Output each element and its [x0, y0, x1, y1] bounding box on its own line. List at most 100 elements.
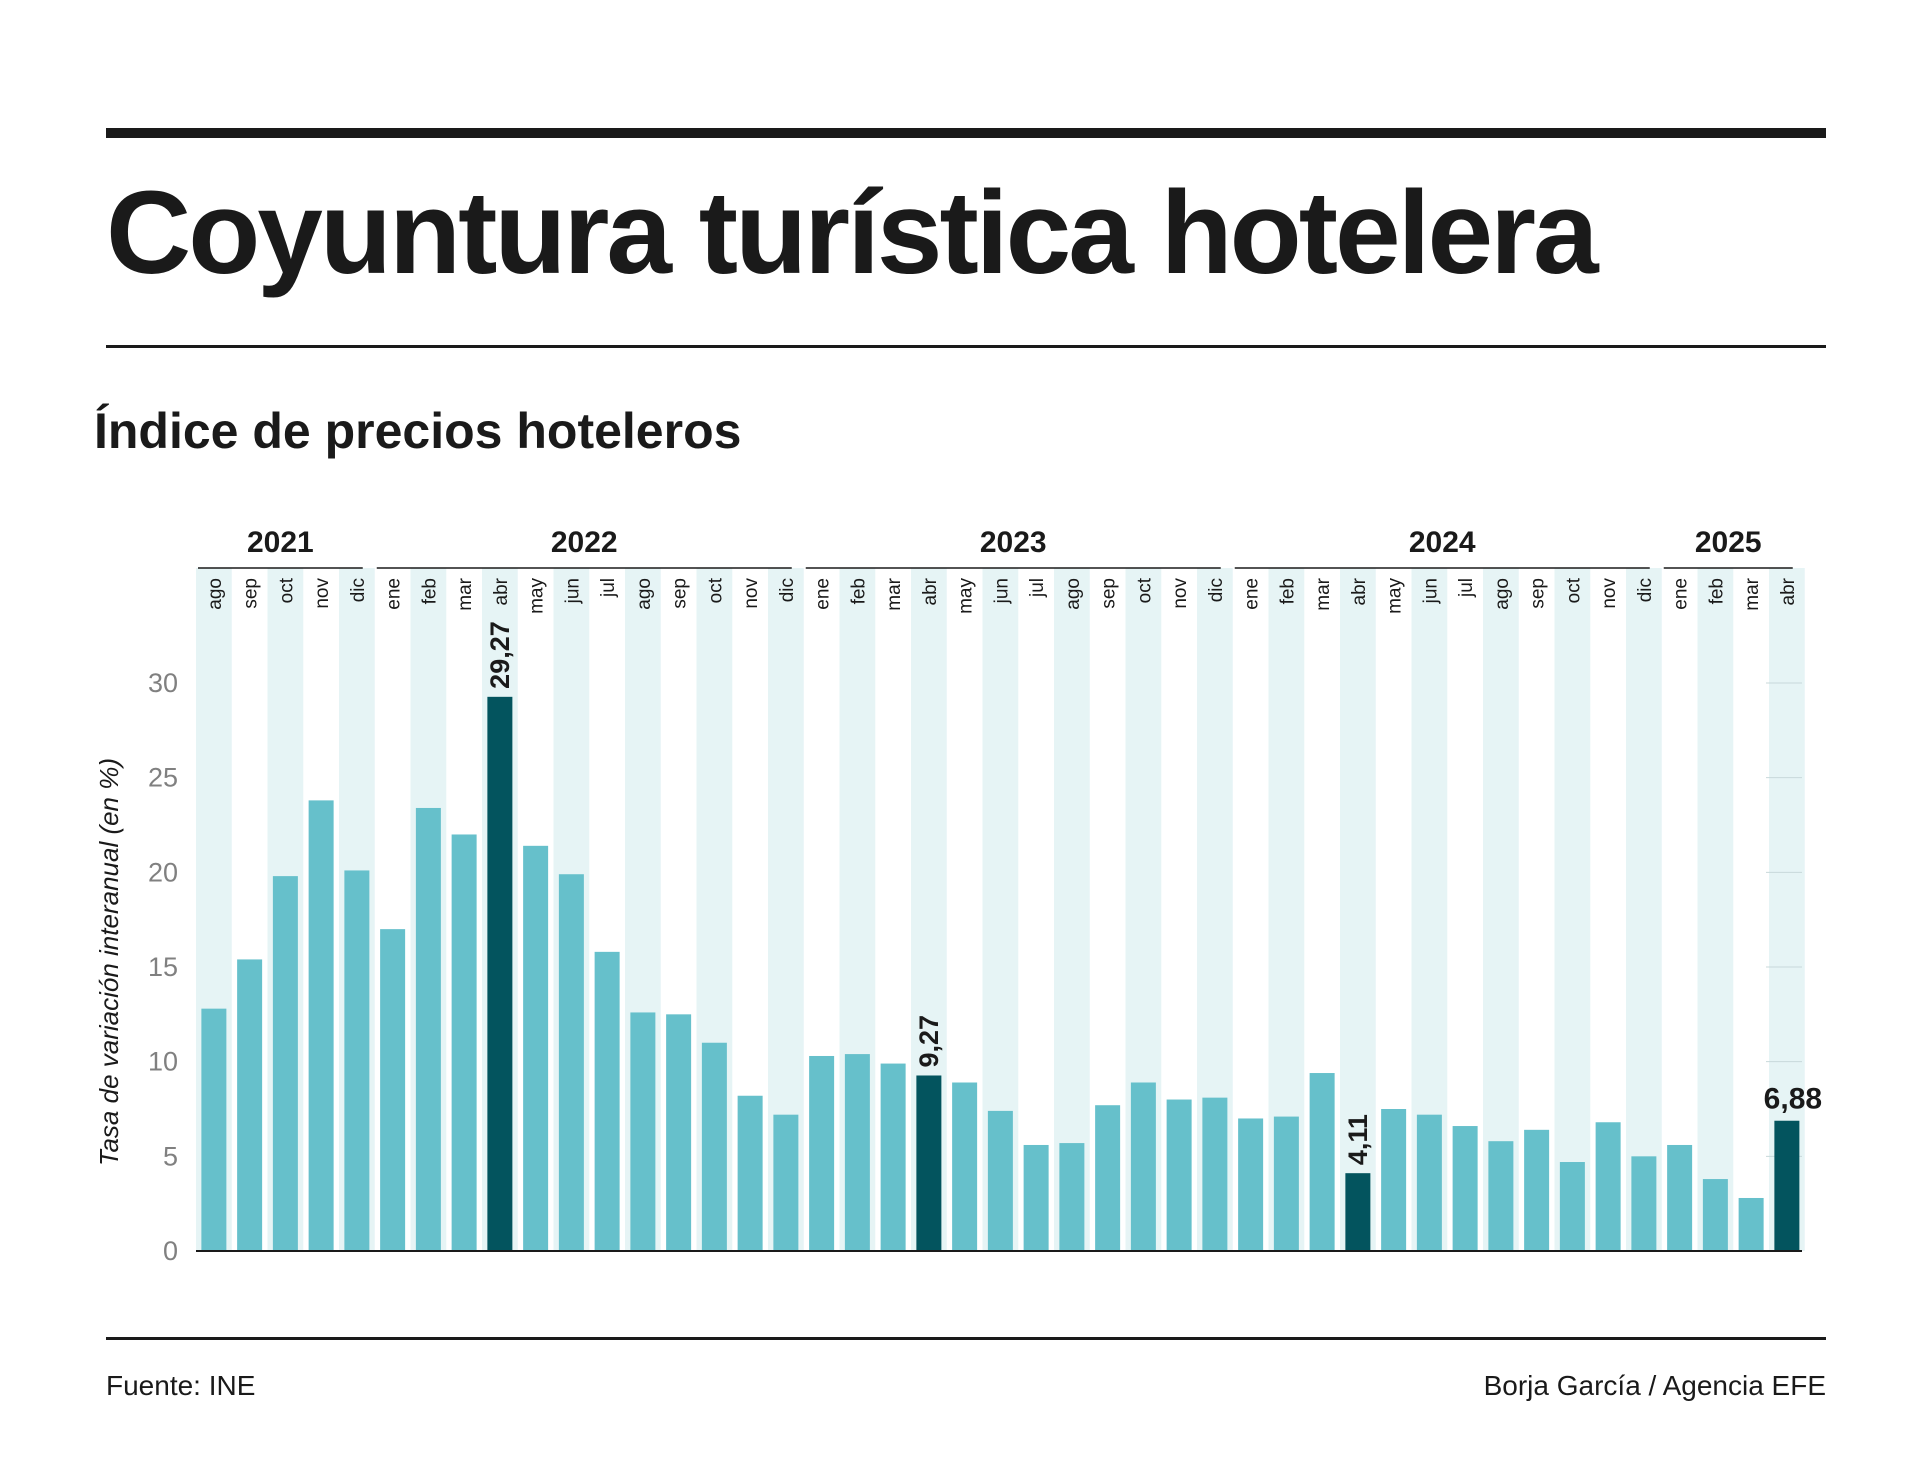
- month-label: ene: [384, 578, 405, 610]
- top-rule: [106, 128, 1826, 138]
- highlighted-bar: [916, 1075, 942, 1251]
- month-label: oct: [1134, 577, 1155, 603]
- bar: [1130, 1082, 1156, 1251]
- bar: [1452, 1126, 1478, 1251]
- data-label: 29,27: [485, 621, 515, 689]
- bar: [1381, 1109, 1407, 1251]
- month-label: sep: [241, 578, 262, 609]
- bar: [880, 1063, 906, 1251]
- bar: [773, 1114, 799, 1251]
- month-label: mar: [884, 577, 905, 610]
- bar: [1273, 1116, 1299, 1251]
- bar: [737, 1095, 763, 1251]
- month-label: nov: [312, 578, 333, 609]
- page-title: Coyuntura turística hotelera: [106, 167, 1599, 299]
- bar: [451, 834, 477, 1251]
- year-label: 2025: [1695, 526, 1762, 559]
- month-label: abr: [491, 577, 512, 605]
- bar: [1631, 1156, 1657, 1251]
- month-label: ago: [1063, 578, 1084, 610]
- bar: [201, 1008, 227, 1251]
- month-label: may: [527, 578, 548, 614]
- bar: [558, 874, 584, 1251]
- month-label: ene: [813, 578, 834, 610]
- month-label: abr: [1778, 577, 1799, 605]
- month-label: abr: [920, 577, 941, 605]
- month-label: feb: [1706, 578, 1727, 604]
- bar: [415, 807, 441, 1251]
- month-label: jun: [1420, 578, 1441, 604]
- month-label: jul: [598, 578, 619, 598]
- highlighted-bar: [1774, 1120, 1800, 1251]
- bar: [380, 929, 406, 1251]
- y-tick-label: 20: [148, 857, 178, 887]
- month-stripe: [1626, 568, 1662, 1251]
- month-label: jul: [1027, 578, 1048, 598]
- bar: [272, 876, 298, 1251]
- highlighted-bar: [487, 696, 513, 1251]
- year-label: 2024: [1409, 526, 1476, 559]
- month-label: oct: [705, 577, 726, 603]
- y-tick-label: 30: [148, 668, 178, 698]
- bar: [1166, 1099, 1192, 1251]
- data-label: 4,11: [1343, 1114, 1373, 1165]
- month-label: nov: [741, 578, 762, 609]
- month-label: ago: [634, 578, 655, 610]
- month-label: jun: [562, 578, 583, 604]
- highlighted-bar: [1345, 1173, 1371, 1251]
- bar: [1738, 1197, 1764, 1251]
- y-tick-label: 10: [148, 1047, 178, 1077]
- chart-title: Índice de precios hoteleros: [94, 403, 742, 459]
- bar: [987, 1110, 1013, 1251]
- month-label: sep: [1099, 578, 1120, 609]
- month-label: mar: [455, 577, 476, 610]
- month-label: jun: [991, 578, 1012, 604]
- month-label: oct: [1563, 577, 1584, 603]
- month-label: ene: [1242, 578, 1263, 610]
- month-label: feb: [1277, 578, 1298, 604]
- bar: [1059, 1143, 1085, 1251]
- month-label: may: [1385, 578, 1406, 614]
- bar: [952, 1082, 978, 1251]
- bar: [1488, 1141, 1514, 1251]
- bar: [1238, 1118, 1264, 1251]
- bar: [1667, 1144, 1693, 1251]
- y-axis-label: Tasa de variación interanual (en %): [94, 758, 124, 1166]
- y-tick-label: 5: [163, 1141, 178, 1171]
- month-label: mar: [1742, 577, 1763, 610]
- bars: [201, 696, 1800, 1251]
- month-label: sep: [670, 578, 691, 609]
- bar: [1023, 1144, 1049, 1251]
- month-label: ene: [1671, 578, 1692, 610]
- bar: [308, 800, 334, 1251]
- bar: [1202, 1097, 1228, 1251]
- bar: [344, 870, 370, 1251]
- year-label: 2022: [551, 526, 618, 559]
- source-note: Fuente: INE: [106, 1370, 256, 1401]
- bar: [701, 1042, 727, 1251]
- month-label: sep: [1528, 578, 1549, 609]
- month-stripe: [1340, 568, 1376, 1251]
- month-label: jul: [1456, 578, 1477, 598]
- credit-note: Borja García / Agencia EFE: [1483, 1370, 1826, 1401]
- month-label: oct: [276, 577, 297, 603]
- bar: [1559, 1162, 1585, 1251]
- bar: [1595, 1122, 1621, 1251]
- data-labels: 29,27 9,27 4,11 6,88: [485, 621, 1822, 1165]
- bar: [1416, 1114, 1442, 1251]
- bar: [630, 1012, 656, 1251]
- month-label: nov: [1599, 578, 1620, 609]
- bar: [1702, 1179, 1728, 1251]
- month-stripe: [1054, 568, 1090, 1251]
- month-label: feb: [848, 578, 869, 604]
- data-label: 6,88: [1764, 1083, 1822, 1116]
- month-label: mar: [1313, 577, 1334, 610]
- year-headers: 2021 2022 2023 2024 2025: [198, 526, 1793, 569]
- bar: [523, 845, 549, 1251]
- month-label: dic: [1206, 578, 1227, 602]
- month-stripe: [1697, 568, 1734, 1251]
- bar: [1309, 1073, 1335, 1251]
- bar: [809, 1055, 835, 1251]
- month-labels: ago sep oct nov dic ene feb mar abr may jun jul ago s…: [205, 577, 1799, 614]
- month-label: dic: [1635, 578, 1656, 602]
